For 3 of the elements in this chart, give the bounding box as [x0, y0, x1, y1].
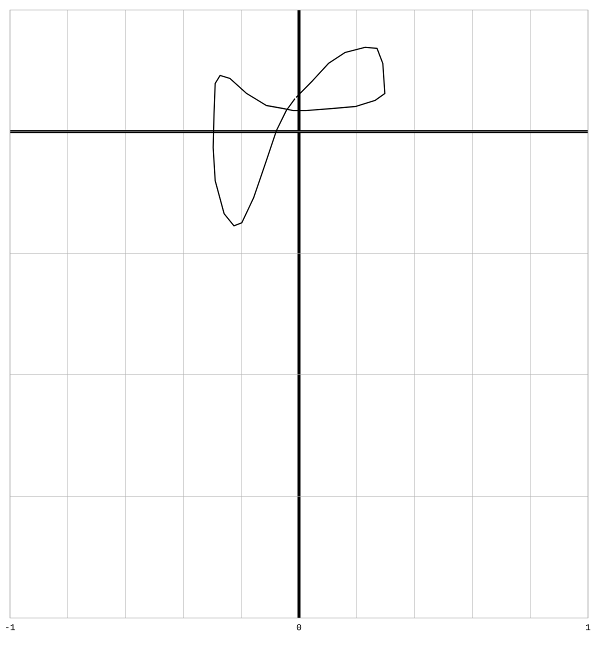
x-tick-label: -1	[6, 624, 15, 630]
x-tick-label: 0	[296, 624, 302, 630]
x-tick-label: 1	[586, 624, 590, 630]
